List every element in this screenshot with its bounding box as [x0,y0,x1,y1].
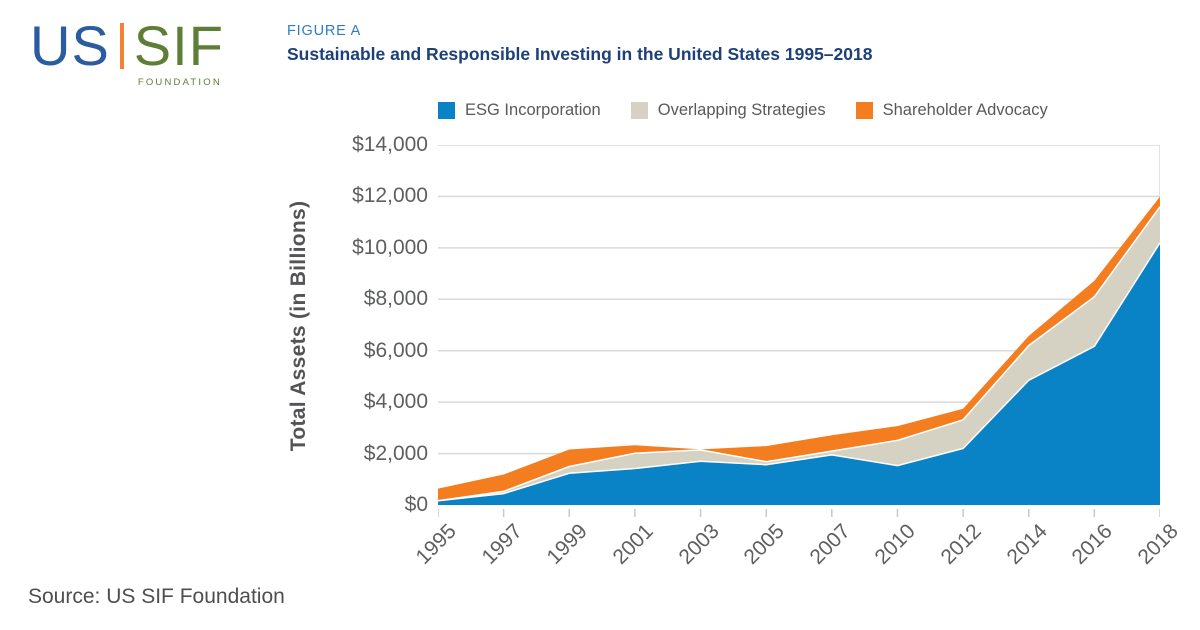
x-tick-label-2003: 2003 [674,519,724,569]
y-tick-label-10000: $10,000 [352,235,428,259]
y-tick-label-6000: $6,000 [363,338,428,362]
logo-sif-text: SIF [133,14,224,77]
x-tick-label-2005: 2005 [739,519,790,569]
band-separator-0 [438,242,1160,502]
x-tick-label-2001: 2001 [608,519,658,569]
legend-item-shareholder-advocacy: Shareholder Advocacy [855,101,1048,120]
y-tick-label-12000: $12,000 [352,184,428,208]
legend-swatch-esg [438,102,455,119]
source-note: Source: US SIF Foundation [28,585,285,608]
figure-title: Sustainable and Responsible Investing in… [287,44,873,64]
x-tick-label-1997: 1997 [477,519,527,569]
x-tick-label-2018: 2018 [1133,519,1183,569]
y-tick-label-14000: $14,000 [352,133,428,156]
x-tick-label-2010: 2010 [871,519,921,569]
legend-item-esg-incorporation: ESG Incorporation [438,101,601,120]
legend-swatch-overlapping [630,102,648,119]
legend-label-esg: ESG Incorporation [465,101,601,119]
x-tick-label-2007: 2007 [805,519,855,569]
us-sif-logo: US SIF FOUNDATION [30,18,224,89]
logo-us-text: US [30,14,110,77]
x-tick-label-2012: 2012 [936,519,986,569]
figure-label: FIGURE A [287,23,362,39]
y-tick-label-0: $0 [404,493,428,516]
x-tick-label-2014: 2014 [1002,519,1052,569]
y-tick-label-4000: $4,000 [363,390,428,414]
y-tick-label-8000: $8,000 [363,287,428,311]
y-tick-label-2000: $2,000 [363,441,428,465]
x-tick-label-1995: 1995 [411,519,461,569]
legend-item-overlapping-strategies: Overlapping Strategies [630,101,826,120]
legend-label-overlapping: Overlapping Strategies [657,101,826,119]
logo-foundation-text: FOUNDATION [137,77,222,88]
area-esg-incorporation [438,242,1160,505]
stacked-area-chart [438,145,1160,517]
x-tick-label-1999: 1999 [542,519,593,569]
legend-label-advocacy: Shareholder Advocacy [882,101,1048,119]
band-separator-1 [438,206,1160,502]
x-tick-label-2016: 2016 [1067,519,1118,569]
logo-wordmark: US SIF [30,18,224,74]
chart-legend: ESG Incorporation Overlapping Strategies… [438,101,1078,120]
logo-divider-bar [119,23,124,69]
legend-swatch-advocacy [855,102,873,119]
